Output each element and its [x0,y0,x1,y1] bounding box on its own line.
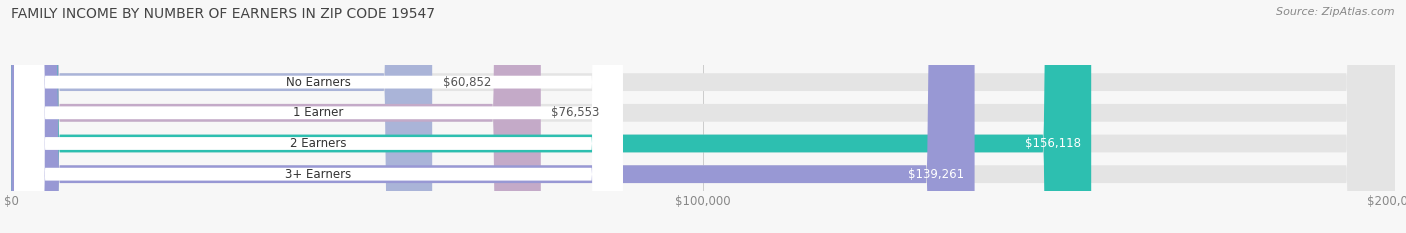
Text: $156,118: $156,118 [1025,137,1081,150]
FancyBboxPatch shape [11,0,1395,233]
Text: 3+ Earners: 3+ Earners [285,168,352,181]
Text: 2 Earners: 2 Earners [290,137,347,150]
FancyBboxPatch shape [11,0,1395,233]
FancyBboxPatch shape [11,0,974,233]
Text: $76,553: $76,553 [551,106,599,119]
FancyBboxPatch shape [14,0,623,233]
FancyBboxPatch shape [14,0,623,233]
FancyBboxPatch shape [11,0,1395,233]
Text: No Earners: No Earners [285,76,352,89]
FancyBboxPatch shape [11,0,1395,233]
FancyBboxPatch shape [14,0,623,233]
Text: $60,852: $60,852 [443,76,491,89]
Text: FAMILY INCOME BY NUMBER OF EARNERS IN ZIP CODE 19547: FAMILY INCOME BY NUMBER OF EARNERS IN ZI… [11,7,436,21]
FancyBboxPatch shape [11,0,1091,233]
Text: Source: ZipAtlas.com: Source: ZipAtlas.com [1277,7,1395,17]
FancyBboxPatch shape [14,0,623,233]
Text: 1 Earner: 1 Earner [294,106,343,119]
FancyBboxPatch shape [11,0,541,233]
Text: $139,261: $139,261 [908,168,965,181]
FancyBboxPatch shape [11,0,432,233]
